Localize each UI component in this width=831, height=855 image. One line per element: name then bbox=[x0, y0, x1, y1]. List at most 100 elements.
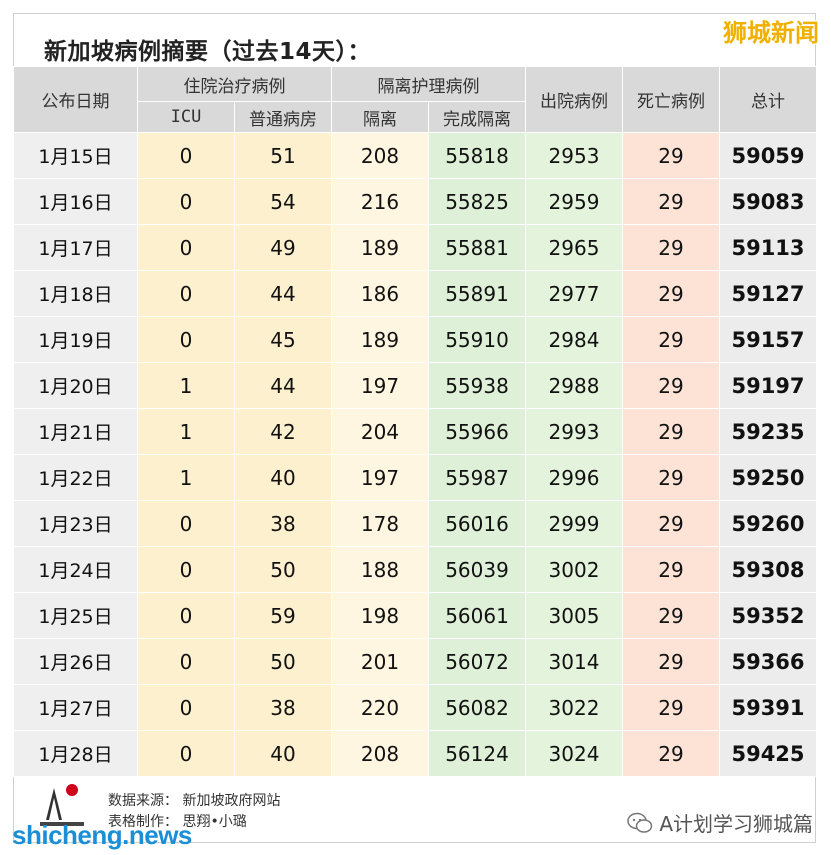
cell-completed: 56124 bbox=[428, 730, 526, 777]
cell-deaths: 29 bbox=[622, 178, 720, 225]
cell-date: 1月22日 bbox=[13, 454, 138, 501]
cell-deaths: 29 bbox=[622, 224, 720, 271]
cell-discharged: 2984 bbox=[525, 316, 623, 363]
cell-icu: 0 bbox=[137, 684, 235, 731]
cell-ward: 45 bbox=[234, 316, 332, 363]
cell-completed: 56072 bbox=[428, 638, 526, 685]
cell-isolation: 186 bbox=[331, 270, 429, 317]
cell-icu: 0 bbox=[137, 316, 235, 363]
cell-ward: 51 bbox=[234, 132, 332, 179]
cell-deaths: 29 bbox=[622, 316, 720, 363]
cell-discharged: 2999 bbox=[525, 500, 623, 547]
cell-completed: 55818 bbox=[428, 132, 526, 179]
cell-icu: 1 bbox=[137, 362, 235, 409]
cell-icu: 1 bbox=[137, 454, 235, 501]
cell-date: 1月27日 bbox=[13, 684, 138, 731]
cell-discharged: 3022 bbox=[525, 684, 623, 731]
cell-date: 1月20日 bbox=[13, 362, 138, 409]
cell-discharged: 2953 bbox=[525, 132, 623, 179]
table-row: 1月15日 0 51 208 55818 2953 29 59059 bbox=[13, 132, 817, 179]
header-hospital-group: 住院治疗病例 bbox=[137, 66, 332, 102]
header-deaths: 死亡病例 bbox=[622, 66, 720, 133]
cell-completed: 55825 bbox=[428, 178, 526, 225]
cell-ward: 50 bbox=[234, 546, 332, 593]
cell-total: 59260 bbox=[719, 500, 817, 547]
case-summary-table: 公布日期 住院治疗病例 隔离护理病例 出院病例 死亡病例 总计 ICU 普通病房… bbox=[13, 66, 817, 777]
footer-made-by: 表格制作： 思翔•小璐 bbox=[108, 814, 247, 830]
cell-icu: 0 bbox=[137, 638, 235, 685]
cell-total: 59083 bbox=[719, 178, 817, 225]
table-row: 1月22日 1 40 197 55987 2996 29 59250 bbox=[13, 454, 817, 501]
cell-icu: 0 bbox=[137, 592, 235, 639]
cell-total: 59308 bbox=[719, 546, 817, 593]
cell-date: 1月28日 bbox=[13, 730, 138, 777]
cell-icu: 1 bbox=[137, 408, 235, 455]
cell-total: 59113 bbox=[719, 224, 817, 271]
wechat-account-name: A计划学习狮城篇 bbox=[659, 812, 813, 836]
cell-deaths: 29 bbox=[622, 730, 720, 777]
cell-ward: 40 bbox=[234, 454, 332, 501]
cell-discharged: 3005 bbox=[525, 592, 623, 639]
cell-icu: 0 bbox=[137, 178, 235, 225]
header-completed: 完成隔离 bbox=[428, 101, 526, 133]
cell-icu: 0 bbox=[137, 270, 235, 317]
cell-ward: 49 bbox=[234, 224, 332, 271]
brand-watermark: 狮城新闻 bbox=[723, 19, 819, 47]
wechat-icon bbox=[627, 812, 653, 833]
cell-ward: 42 bbox=[234, 408, 332, 455]
cell-isolation: 189 bbox=[331, 316, 429, 363]
cell-ward: 50 bbox=[234, 638, 332, 685]
cell-icu: 0 bbox=[137, 224, 235, 271]
cell-total: 59157 bbox=[719, 316, 817, 363]
table-row: 1月16日 0 54 216 55825 2959 29 59083 bbox=[13, 178, 817, 225]
cell-date: 1月26日 bbox=[13, 638, 138, 685]
cell-completed: 55881 bbox=[428, 224, 526, 271]
cell-isolation: 178 bbox=[331, 500, 429, 547]
table-row: 1月21日 1 42 204 55966 2993 29 59235 bbox=[13, 408, 817, 455]
cell-completed: 55891 bbox=[428, 270, 526, 317]
cell-deaths: 29 bbox=[622, 684, 720, 731]
cell-total: 59059 bbox=[719, 132, 817, 179]
cell-ward: 44 bbox=[234, 270, 332, 317]
cell-date: 1月24日 bbox=[13, 546, 138, 593]
cell-isolation: 208 bbox=[331, 730, 429, 777]
footer-source: 数据来源： 新加坡政府网站 bbox=[108, 793, 281, 809]
cell-completed: 56016 bbox=[428, 500, 526, 547]
cell-deaths: 29 bbox=[622, 362, 720, 409]
table-row: 1月26日 0 50 201 56072 3014 29 59366 bbox=[13, 638, 817, 685]
cell-discharged: 3024 bbox=[525, 730, 623, 777]
cell-discharged: 2988 bbox=[525, 362, 623, 409]
cell-date: 1月21日 bbox=[13, 408, 138, 455]
header-icu: ICU bbox=[137, 101, 235, 133]
cell-isolation: 216 bbox=[331, 178, 429, 225]
cell-date: 1月25日 bbox=[13, 592, 138, 639]
cell-total: 59391 bbox=[719, 684, 817, 731]
page-title: 新加坡病例摘要（过去14天）： bbox=[44, 39, 372, 65]
cell-discharged: 2965 bbox=[525, 224, 623, 271]
cell-deaths: 29 bbox=[622, 638, 720, 685]
cell-total: 59366 bbox=[719, 638, 817, 685]
cell-date: 1月19日 bbox=[13, 316, 138, 363]
cell-ward: 38 bbox=[234, 500, 332, 547]
cell-icu: 0 bbox=[137, 730, 235, 777]
cell-isolation: 189 bbox=[331, 224, 429, 271]
cell-discharged: 2977 bbox=[525, 270, 623, 317]
cell-completed: 56039 bbox=[428, 546, 526, 593]
cell-isolation: 197 bbox=[331, 454, 429, 501]
cell-isolation: 201 bbox=[331, 638, 429, 685]
cell-icu: 0 bbox=[137, 500, 235, 547]
cell-isolation: 198 bbox=[331, 592, 429, 639]
cell-total: 59425 bbox=[719, 730, 817, 777]
table-row: 1月24日 0 50 188 56039 3002 29 59308 bbox=[13, 546, 817, 593]
wechat-badge: A计划学习狮城篇 bbox=[627, 808, 813, 837]
cell-date: 1月23日 bbox=[13, 500, 138, 547]
cell-icu: 0 bbox=[137, 546, 235, 593]
cell-total: 59250 bbox=[719, 454, 817, 501]
cell-ward: 59 bbox=[234, 592, 332, 639]
header-row-top: 公布日期 住院治疗病例 隔离护理病例 出院病例 死亡病例 总计 bbox=[13, 66, 817, 133]
cell-discharged: 2996 bbox=[525, 454, 623, 501]
cell-deaths: 29 bbox=[622, 454, 720, 501]
table-row: 1月27日 0 38 220 56082 3022 29 59391 bbox=[13, 684, 817, 731]
cell-isolation: 204 bbox=[331, 408, 429, 455]
cell-discharged: 3002 bbox=[525, 546, 623, 593]
